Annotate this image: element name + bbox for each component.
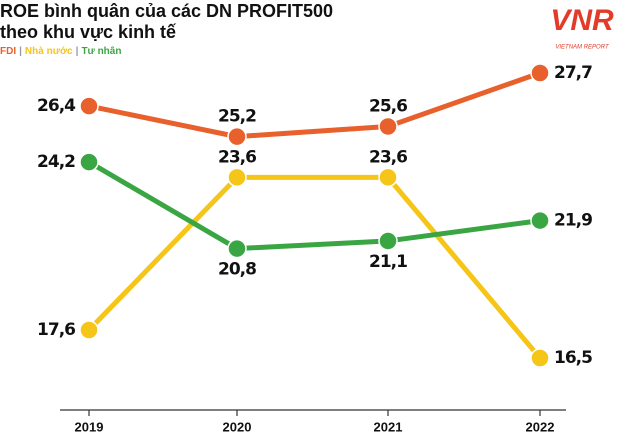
point [378,231,398,251]
point [227,167,247,188]
value-label: 25,2 [218,107,256,127]
x-tick-label: 2019 [75,419,104,434]
series-line [88,70,541,140]
value-label: 21,9 [554,211,592,231]
logo: VNR VIETNAM REPORT [550,4,614,51]
value-label: 17,6 [37,320,75,340]
legend: FDI | Nhà nước | Tư nhân [0,46,121,57]
legend-separator: | [76,46,79,57]
value-label: 21,1 [369,252,407,272]
series-line [87,174,542,360]
x-tick-label: 2021 [374,419,403,434]
point [79,152,99,172]
x-tick-label: 2022 [526,419,555,434]
value-label: 24,2 [37,152,75,172]
value-label: 26,4 [37,96,76,116]
point [378,167,398,188]
point [378,116,398,137]
x-tick-label: 2020 [223,419,252,434]
value-label: 16,5 [554,348,592,368]
value-label: 23,6 [218,147,256,167]
point [530,210,550,231]
point [79,96,99,116]
value-label: 23,6 [369,147,407,167]
chart-title: ROE bình quân của các DN PROFIT500 [0,1,333,21]
series-line [87,159,541,252]
logo-text: VIETNAM REPORT [555,45,610,51]
value-label: 27,7 [554,63,592,83]
value-label: 25,6 [369,96,407,116]
legend-entry: Tư nhân [81,46,121,57]
point [227,238,247,259]
point [530,348,550,368]
legend-separator: | [19,46,22,57]
legend-entry: FDI [0,46,16,57]
value-label: 20,8 [218,260,256,280]
point [530,63,550,83]
legend-entry: Nhà nước [25,46,73,57]
chart-title: theo khu vực kinh tế [0,22,177,42]
logo-mark: VNR [550,4,614,37]
point [227,126,247,147]
point [79,320,99,340]
